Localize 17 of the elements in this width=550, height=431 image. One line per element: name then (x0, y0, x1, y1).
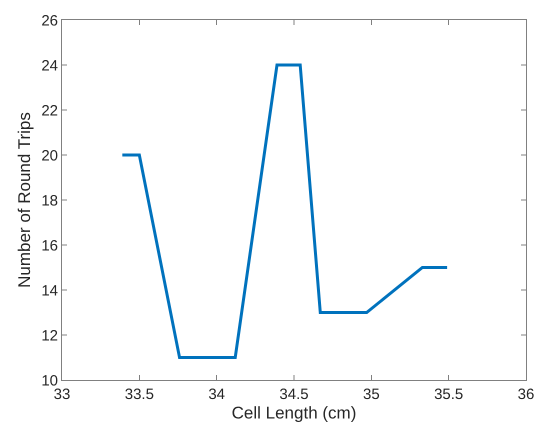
y-tick-label: 26 (41, 12, 58, 30)
x-tick-label: 35 (362, 386, 380, 403)
y-tick-label: 24 (41, 57, 58, 74)
y-tick-label: 22 (41, 102, 58, 120)
x-tick-label: 34 (208, 386, 226, 403)
x-tick-label: 33.5 (124, 386, 154, 403)
line-series (120, 64, 449, 359)
y-tick-label: 18 (41, 192, 58, 210)
x-tick-label: 34.5 (279, 386, 309, 403)
y-tick-label: 16 (41, 237, 58, 254)
y-axis-title: Number of Round Trips (14, 112, 34, 288)
y-tick-label: 20 (41, 147, 58, 164)
y-tick-label: 14 (41, 282, 58, 300)
x-axis-title: Cell Length (cm) (232, 403, 356, 422)
y-tick-label: 12 (41, 327, 58, 344)
x-tick-label: 35.5 (434, 386, 464, 403)
x-tick-label: 36 (518, 386, 534, 403)
